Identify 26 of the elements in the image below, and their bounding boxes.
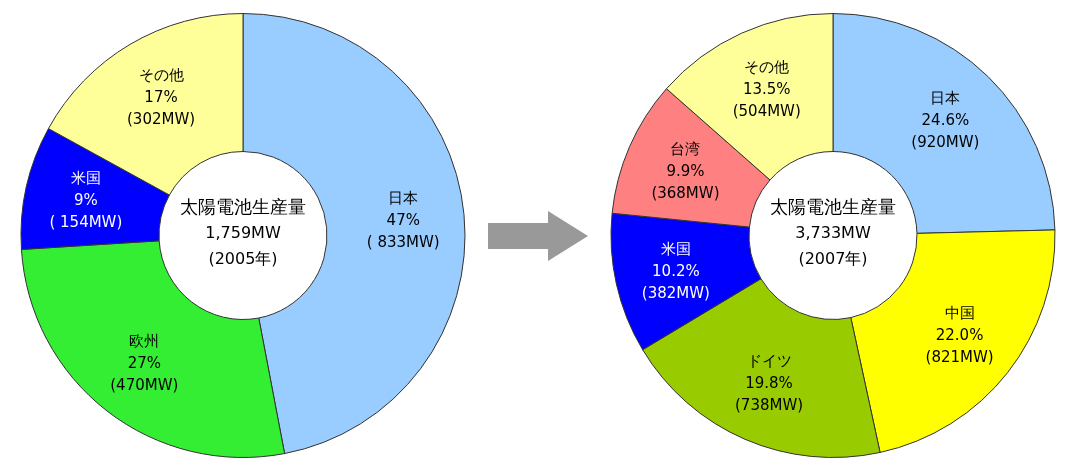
data-label: 22.0% (821MW)	[925, 325, 994, 366]
text: 太陽電池生産量	[769, 194, 897, 219]
text: 太陽電池生産量	[179, 194, 307, 219]
slice-label: ドイツ	[746, 352, 792, 371]
text: (2005年)	[207, 247, 279, 270]
data-label: 10.2% (382MW)	[641, 261, 710, 302]
slice-label: 欧州	[129, 331, 160, 350]
data-label: 27% (470MW)	[110, 353, 179, 394]
slice-label: その他	[138, 65, 184, 84]
slice-label: 米国	[70, 169, 101, 188]
data-label: 17% (302MW)	[126, 87, 196, 128]
data-label: 24.6% (920MW)	[911, 111, 980, 152]
data-label: 9% ( 154MW)	[49, 191, 123, 232]
data-label: 19.8% (738MW)	[735, 374, 804, 415]
slice-label: 台湾	[670, 140, 701, 159]
data-label: 13.5% (504MW)	[732, 79, 801, 120]
slice-label: 日本	[388, 189, 419, 208]
text: (2007年)	[797, 247, 869, 270]
text: 3,733MW	[794, 221, 872, 244]
slice-label: その他	[744, 57, 790, 76]
slice-label: 中国	[944, 303, 975, 322]
data-label: 9.9% (368MW)	[651, 162, 720, 203]
text: 1,759MW	[204, 221, 282, 244]
slice-label: 米国	[660, 239, 691, 258]
data-label: 47% ( 833MW)	[366, 211, 440, 252]
slice-label: 日本	[930, 89, 961, 108]
